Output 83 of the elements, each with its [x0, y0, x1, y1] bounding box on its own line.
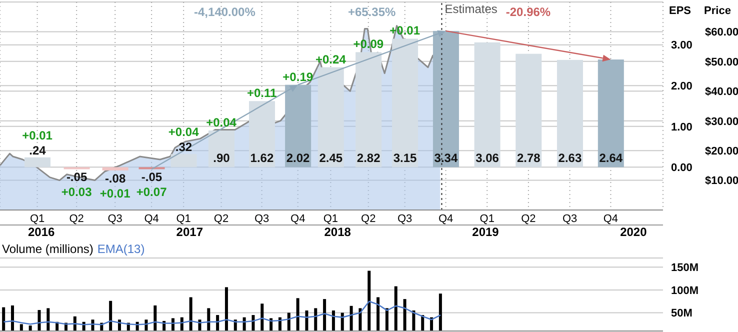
- y2-tick-label: $60.00: [705, 26, 738, 39]
- x-tick-label: Q2: [69, 213, 84, 225]
- annotation: +0.04: [206, 115, 237, 130]
- annotation: +0.24: [316, 52, 346, 66]
- bar: [474, 42, 500, 168]
- annotation: -20.96%: [506, 5, 551, 19]
- y-tick-label: 150M: [671, 262, 699, 274]
- data-label: 2.78: [516, 151, 541, 166]
- data-label: 2.45: [319, 151, 343, 166]
- x-tick-label: Q2: [521, 213, 536, 225]
- x-tick-label: Q1: [30, 213, 45, 225]
- annotation: -4,140.00%: [194, 5, 256, 19]
- annotation: +0.01: [390, 24, 420, 38]
- bar: [392, 38, 418, 168]
- data-label: 3.15: [393, 151, 418, 166]
- data-label: -.08: [104, 171, 126, 186]
- data-label: 2.82: [356, 151, 381, 166]
- y2-tick-label: $50.00: [705, 56, 738, 68]
- x-tick-label: Q4: [290, 213, 306, 225]
- y2-tick-label: $10.00: [705, 175, 738, 188]
- bar: [170, 154, 197, 168]
- annotation: +0.01: [100, 186, 131, 200]
- annotation: +0.11: [246, 86, 277, 100]
- annotation: +0.04: [168, 125, 200, 140]
- data-label: 3.34: [434, 151, 458, 166]
- x-tick-label: Q2: [214, 213, 229, 225]
- data-label: 1.62: [250, 151, 274, 166]
- annotation: +0.09: [353, 37, 384, 52]
- bar: [516, 54, 542, 168]
- annotation: +0.01: [22, 128, 53, 142]
- x-tick-label: Q2: [361, 213, 376, 225]
- annotation: +0.19: [282, 70, 314, 84]
- annotation: +65.35%: [348, 5, 396, 19]
- data-label: .24: [29, 143, 46, 158]
- bar: [556, 60, 583, 168]
- data-label: 2.63: [558, 151, 582, 166]
- x-tick-label: Q3: [108, 213, 122, 225]
- x-tick-label: Q1: [323, 213, 338, 225]
- y-axis-title: EPS: [668, 4, 692, 17]
- data-label: .32: [175, 140, 192, 154]
- y2-tick-label: $30.00: [705, 116, 738, 128]
- bar: [102, 167, 128, 170]
- data-label: -.05: [66, 170, 88, 184]
- x2-tick-label: 2020: [620, 225, 648, 239]
- x-tick-label: Q1: [176, 213, 191, 225]
- bar: [356, 52, 382, 168]
- y-tick-label: 2.00: [671, 80, 692, 93]
- data-label: 2.64: [599, 151, 623, 166]
- data-label: -.05: [141, 170, 162, 184]
- ref-line-label: Estimates: [444, 2, 498, 16]
- line-series: [2, 300, 442, 326]
- text: EMA(13): [97, 242, 145, 256]
- y-tick-label: 1.00: [671, 121, 692, 134]
- x-tick-label: Q4: [603, 213, 618, 225]
- data-label: .90: [213, 151, 230, 166]
- annotation: +0.07: [136, 185, 168, 200]
- y-tick-label: 3.00: [671, 40, 692, 52]
- bar: [24, 157, 50, 168]
- y2-tick-label: $20.00: [705, 145, 738, 158]
- chart-title: Volume (millions): [2, 242, 94, 256]
- y2-axis-title: Price: [704, 4, 731, 17]
- x-tick-label: Q1: [480, 213, 494, 225]
- bar: [318, 67, 344, 168]
- bar: [432, 30, 459, 168]
- y2-tick-label: $40.00: [705, 86, 738, 98]
- x-tick-label: Q3: [562, 213, 578, 225]
- bar: [598, 60, 624, 168]
- y-tick-label: 50M: [671, 308, 692, 320]
- x2-tick-label: 2017: [176, 225, 204, 239]
- bar: [285, 84, 312, 168]
- annotation: +0.03: [61, 185, 92, 200]
- x2-tick-label: 2018: [324, 225, 352, 239]
- bar: [248, 101, 275, 168]
- x-tick-label: Q3: [254, 213, 270, 225]
- y-tick-label: 100M: [671, 284, 699, 297]
- x-tick-label: Q4: [144, 213, 159, 225]
- x-tick-label: Q3: [398, 213, 412, 225]
- data-label: 3.06: [476, 151, 500, 166]
- x2-tick-label: 2016: [28, 225, 56, 239]
- y-tick-label: 0.00: [671, 162, 692, 174]
- x2-tick-label: 2019: [472, 225, 500, 239]
- x-tick-label: Q4: [438, 213, 454, 225]
- data-label: 2.02: [286, 151, 310, 166]
